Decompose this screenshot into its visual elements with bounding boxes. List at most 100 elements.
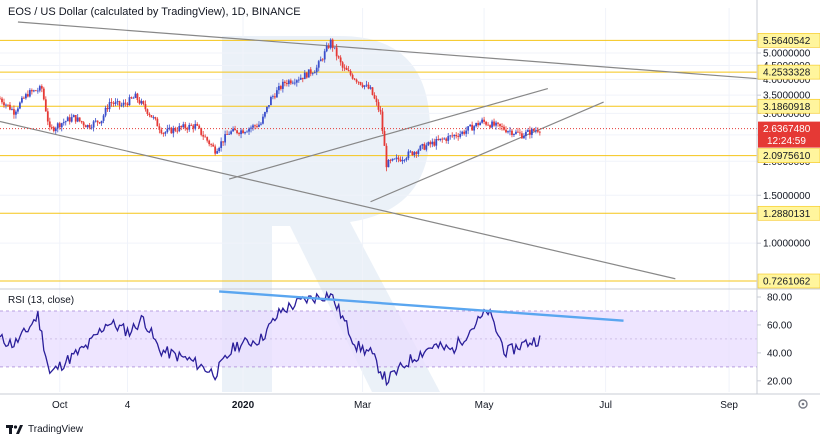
level-label-box bbox=[757, 273, 820, 289]
candle-body bbox=[285, 82, 288, 85]
candle-body bbox=[399, 159, 402, 162]
candle-body bbox=[164, 132, 167, 134]
candle-body bbox=[224, 134, 227, 143]
candle-body bbox=[60, 123, 63, 128]
time-tick-label: Oct bbox=[52, 400, 68, 411]
price-tick-label: 1.0000000 bbox=[763, 239, 811, 250]
candle-body bbox=[351, 74, 354, 79]
candle-body bbox=[124, 102, 127, 104]
rsi-resistance-line bbox=[219, 290, 624, 322]
candle-body bbox=[527, 130, 529, 132]
price-tick-label: 1.5000000 bbox=[763, 191, 811, 202]
candle-body bbox=[21, 97, 23, 103]
candle-body bbox=[68, 117, 71, 122]
candle-body bbox=[74, 115, 77, 122]
candle-body bbox=[365, 84, 368, 86]
candle-body bbox=[56, 123, 59, 129]
candle-body bbox=[463, 131, 466, 134]
time-tick-label: May bbox=[475, 400, 494, 411]
candle-body bbox=[272, 96, 274, 98]
candle-body bbox=[236, 130, 238, 134]
candle-body bbox=[530, 129, 533, 135]
candle-body bbox=[493, 121, 495, 126]
level-label-box bbox=[757, 33, 820, 48]
candle-body bbox=[485, 121, 487, 125]
candle-body bbox=[11, 109, 13, 110]
candle-body bbox=[371, 87, 374, 95]
candle-body bbox=[138, 99, 141, 104]
tradingview-brand: TradingView bbox=[28, 423, 84, 435]
candle-body bbox=[218, 147, 221, 152]
candle-body bbox=[459, 133, 462, 137]
candle-body bbox=[192, 125, 195, 129]
candle-body bbox=[184, 124, 187, 129]
candle-body bbox=[529, 130, 531, 135]
candle-body bbox=[186, 128, 189, 130]
candle-body bbox=[230, 131, 232, 134]
candle-body bbox=[58, 123, 61, 128]
candle-body bbox=[431, 141, 434, 145]
candle-body bbox=[44, 99, 47, 112]
rsi-tick-label: 80.00 bbox=[767, 292, 792, 303]
candle-body bbox=[391, 158, 394, 161]
candle-body bbox=[403, 159, 406, 161]
candle-body bbox=[277, 86, 280, 91]
candle-body bbox=[443, 138, 446, 140]
candle-body bbox=[116, 101, 119, 102]
footer-brand[interactable]: TradingView bbox=[6, 420, 83, 438]
candle-body bbox=[78, 117, 81, 122]
candle-body bbox=[208, 140, 211, 145]
candle-body bbox=[120, 105, 123, 107]
candle-body bbox=[377, 102, 380, 110]
candle-body bbox=[301, 77, 304, 80]
candle-body bbox=[118, 101, 121, 106]
ascending-channel-lower bbox=[370, 101, 604, 203]
candle-body bbox=[521, 133, 523, 139]
candle-body bbox=[437, 139, 440, 141]
candle-body bbox=[532, 129, 535, 131]
candle-body bbox=[417, 150, 420, 154]
candle-body bbox=[499, 123, 501, 127]
candle-body bbox=[152, 117, 155, 118]
tradingview-logo-icon bbox=[6, 425, 23, 434]
candle-body bbox=[170, 127, 173, 134]
candle-body bbox=[248, 128, 250, 132]
candle-body bbox=[190, 124, 193, 126]
candle-body bbox=[501, 126, 503, 127]
candle-body bbox=[359, 82, 362, 85]
candle-body bbox=[519, 132, 521, 134]
candle-body bbox=[132, 97, 135, 99]
rsi-title: RSI (13, close) bbox=[8, 295, 75, 306]
candle-body bbox=[24, 94, 27, 99]
candle-body bbox=[84, 125, 87, 128]
level-label-box bbox=[757, 64, 820, 80]
settings-icon bbox=[798, 399, 808, 409]
candle-body bbox=[429, 142, 432, 145]
candle-body bbox=[28, 90, 31, 97]
time-tick-label: Sep bbox=[720, 400, 738, 411]
candle-body bbox=[228, 133, 230, 135]
price-tick-label: 4.0000000 bbox=[763, 75, 811, 86]
level-label: 3.1860918 bbox=[763, 102, 811, 113]
candle-body bbox=[158, 126, 161, 130]
candle-body bbox=[82, 122, 85, 126]
candle-body bbox=[287, 80, 290, 85]
candle-body bbox=[66, 117, 69, 122]
candle-body bbox=[80, 121, 83, 123]
candle-body bbox=[166, 128, 169, 133]
candle-body bbox=[268, 105, 270, 107]
candle-body bbox=[32, 90, 35, 92]
candle-body bbox=[305, 72, 308, 78]
candle-body bbox=[433, 141, 436, 146]
candle-body bbox=[525, 131, 527, 136]
candle-body bbox=[104, 107, 107, 116]
candle-body bbox=[96, 120, 99, 123]
price-tick-label: 3.0000000 bbox=[763, 109, 811, 120]
candle-body bbox=[449, 135, 452, 137]
candle-body bbox=[325, 46, 328, 52]
candle-body bbox=[281, 81, 284, 89]
candle-body bbox=[367, 84, 370, 89]
candle-body bbox=[347, 70, 350, 71]
level-label: 4.2533328 bbox=[763, 68, 811, 79]
